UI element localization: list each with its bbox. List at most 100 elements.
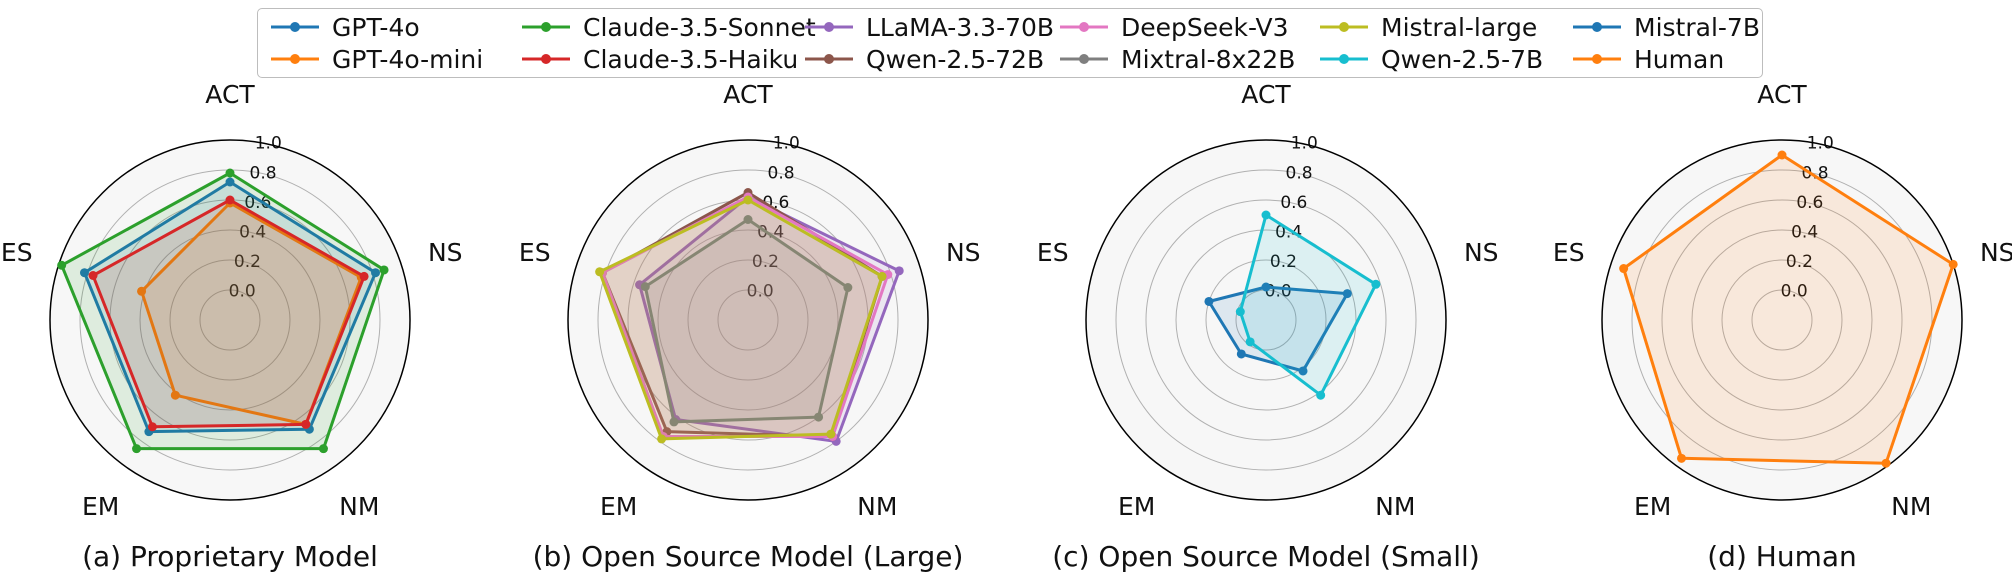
- plot-background: [1086, 140, 1446, 500]
- data-point: [79, 268, 89, 278]
- legend-label: GPT-4o: [332, 12, 420, 42]
- radial-tick-label: 0.8: [1286, 163, 1313, 183]
- data-point: [1881, 458, 1891, 468]
- data-point: [595, 267, 605, 277]
- series-line: [1622, 153, 1955, 465]
- axis-label: NM: [1375, 492, 1415, 521]
- data-point: [225, 195, 235, 205]
- axis-label: NS: [1980, 238, 2012, 267]
- legend-item: GPT-4o: [270, 11, 420, 43]
- grid-circle: [1175, 229, 1357, 411]
- radial-tick-label: 0.2: [1270, 252, 1297, 272]
- data-point: [657, 434, 667, 444]
- series-fill: [141, 203, 362, 425]
- radial-tick-label: 0.8: [1802, 163, 1829, 183]
- series-fill: [602, 197, 888, 437]
- radial-tick-label: 0.6: [1796, 193, 1823, 213]
- series-fill: [1208, 287, 1348, 371]
- data-point: [877, 271, 887, 281]
- data-point: [1342, 289, 1352, 299]
- data-point: [1619, 264, 1629, 274]
- legend-item: Qwen-2.5-7B: [1319, 43, 1543, 75]
- plot-background: [1602, 140, 1962, 500]
- data-point: [225, 177, 235, 187]
- legend-label: Qwen-2.5-72B: [866, 44, 1045, 74]
- data-point: [147, 422, 157, 432]
- legend: GPT-4o GPT-4o-mini Claude-3.5-Sonnet Claude…: [257, 8, 1763, 78]
- axis-label: ES: [519, 238, 551, 267]
- legend-label: LLaMA-3.3-70B: [866, 12, 1055, 42]
- outer-border: [567, 139, 929, 501]
- legend-line-marker-icon: [1060, 54, 1108, 64]
- data-point: [1676, 453, 1686, 463]
- data-point: [137, 286, 147, 296]
- legend-label: Mistral-7B: [1634, 12, 1760, 42]
- legend-item: LLaMA-3.3-70B: [804, 11, 1054, 43]
- radial-tick-label: 0.6: [244, 193, 271, 213]
- legend-line-marker-icon: [1320, 22, 1368, 32]
- chart-title: (b) Open Source Model (Large): [532, 540, 964, 573]
- series-fill: [93, 200, 365, 427]
- axis-label: EM: [1634, 492, 1671, 521]
- grid-circle: [1721, 259, 1843, 381]
- legend-item: Mistral-7B: [1572, 11, 1760, 43]
- legend-line-marker-icon: [522, 54, 570, 64]
- legend-line-marker-icon: [271, 54, 319, 64]
- data-point: [640, 282, 650, 292]
- grid-circle: [717, 289, 779, 351]
- legend-label: Mixtral-8x22B: [1121, 44, 1296, 74]
- grid-circle: [1661, 199, 1903, 441]
- grid-circle: [1205, 259, 1327, 381]
- radial-tick-label: 0.0: [747, 281, 774, 301]
- data-point: [1245, 337, 1255, 347]
- series-line: [1238, 213, 1378, 397]
- data-point: [1316, 390, 1326, 400]
- grid-circle: [1751, 289, 1813, 351]
- legend-label: Mistral-large: [1381, 12, 1538, 42]
- data-point: [1236, 349, 1246, 359]
- legend-item: Mixtral-8x22B: [1059, 43, 1295, 75]
- series-line: [643, 218, 850, 424]
- data-point: [1777, 150, 1787, 160]
- legend-line-marker-icon: [1320, 54, 1368, 64]
- legend-item: Human: [1572, 43, 1724, 75]
- data-point: [301, 419, 311, 429]
- outer-border: [1085, 139, 1447, 501]
- legend-label: Claude-3.5-Haiku: [583, 44, 799, 74]
- data-point: [1948, 259, 1958, 269]
- axis-label: EM: [82, 492, 119, 521]
- legend-line-marker-icon: [1573, 22, 1621, 32]
- legend-line-marker-icon: [271, 22, 319, 32]
- data-point: [894, 266, 904, 276]
- data-point: [814, 412, 824, 422]
- axis-label: EM: [600, 492, 637, 521]
- axis-label: ACT: [205, 80, 255, 109]
- grid-circle: [597, 169, 899, 471]
- axis-label: NS: [428, 238, 463, 267]
- grid-circle: [169, 259, 291, 381]
- data-point: [743, 195, 753, 205]
- radial-tick-label: 0.2: [752, 252, 779, 272]
- radial-tick-label: 0.6: [1280, 193, 1307, 213]
- data-point: [1235, 307, 1245, 317]
- grid-circle: [1145, 199, 1387, 441]
- radial-tick-label: 0.2: [1786, 252, 1813, 272]
- chart-title: (c) Open Source Model (Small): [1052, 540, 1480, 573]
- axis-label: NM: [339, 492, 379, 521]
- legend-line-marker-icon: [1060, 22, 1108, 32]
- radial-tick-label: 0.4: [757, 222, 784, 242]
- axis-label: NS: [1464, 238, 1499, 267]
- data-point: [225, 168, 235, 178]
- radial-tick-label: 0.8: [250, 163, 277, 183]
- data-point: [359, 271, 369, 281]
- grid-circle: [139, 229, 321, 411]
- data-point: [57, 260, 67, 270]
- legend-item: Claude-3.5-Sonnet: [521, 11, 816, 43]
- legend-line-marker-icon: [522, 22, 570, 32]
- series-line: [91, 198, 366, 429]
- axis-label: ACT: [1757, 80, 1807, 109]
